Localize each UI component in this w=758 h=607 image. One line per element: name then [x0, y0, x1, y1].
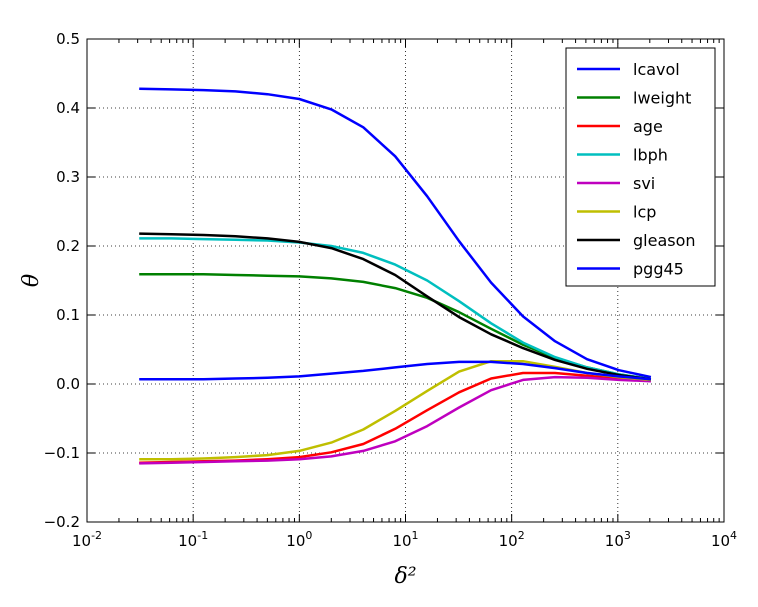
y-tick-labels: −0.2 −0.1 0.0 0.1 0.2 0.3 0.4 0.5 — [44, 30, 80, 531]
legend-label: svi — [633, 174, 655, 193]
y-tick-label: 0.1 — [56, 306, 80, 324]
y-tick-label: 0.0 — [56, 375, 80, 393]
x-tick-labels: 10-2 10-1 100 101 102 103 104 — [72, 529, 737, 550]
legend: lcavol lweight age lbph svi lcp gleason pgg45 — [565, 47, 716, 287]
x-tick-label: 10-1 — [178, 529, 208, 550]
series-lines — [139, 87, 652, 465]
x-tick-label: 102 — [499, 529, 525, 550]
legend-box — [565, 47, 716, 287]
legend-label: lbph — [633, 146, 668, 165]
legend-entries: lcavol lweight age lbph svi lcp gleason pgg45 — [577, 60, 696, 279]
legend-label: pgg45 — [633, 260, 684, 279]
legend-entry-pgg45: pgg45 — [577, 260, 684, 279]
x-tick-label: 103 — [605, 529, 631, 550]
legend-entry-lcavol: lcavol — [577, 60, 680, 79]
y-tick-label: −0.1 — [44, 444, 80, 462]
x-tick-label: 101 — [392, 529, 418, 550]
legend-label: lcavol — [633, 60, 680, 79]
y-tick-label: 0.4 — [56, 99, 80, 117]
y-tick-label: 0.2 — [56, 237, 80, 255]
x-axis-label: δ² — [394, 564, 416, 589]
legend-entry-svi: svi — [577, 174, 655, 193]
legend-label: lcp — [633, 203, 656, 222]
series-line-lbph — [139, 237, 652, 381]
legend-label: lweight — [633, 89, 691, 108]
legend-entry-lcp: lcp — [577, 203, 656, 222]
y-axis-label: θ — [19, 274, 44, 287]
series-line-gleason — [139, 232, 652, 381]
axis-ticks — [86, 38, 725, 523]
legend-label: age — [633, 117, 663, 136]
y-tick-label: 0.5 — [56, 30, 80, 48]
series-line-svi — [139, 375, 651, 465]
y-tick-label: 0.3 — [56, 168, 80, 186]
y-tick-label: −0.2 — [44, 513, 80, 531]
legend-label: gleason — [633, 231, 696, 250]
series-line-lcavol — [139, 87, 652, 379]
legend-entry-lweight: lweight — [577, 89, 691, 108]
legend-entry-lbph: lbph — [577, 146, 668, 165]
legend-entry-gleason: gleason — [577, 231, 696, 250]
x-tick-label: 100 — [286, 529, 312, 550]
legend-entry-age: age — [577, 117, 663, 136]
x-tick-label: 104 — [711, 529, 737, 550]
series-line-age — [139, 371, 651, 464]
x-tick-label: 10-2 — [72, 529, 102, 550]
series-line-pgg45 — [139, 360, 652, 381]
series-line-lcp — [139, 359, 652, 461]
